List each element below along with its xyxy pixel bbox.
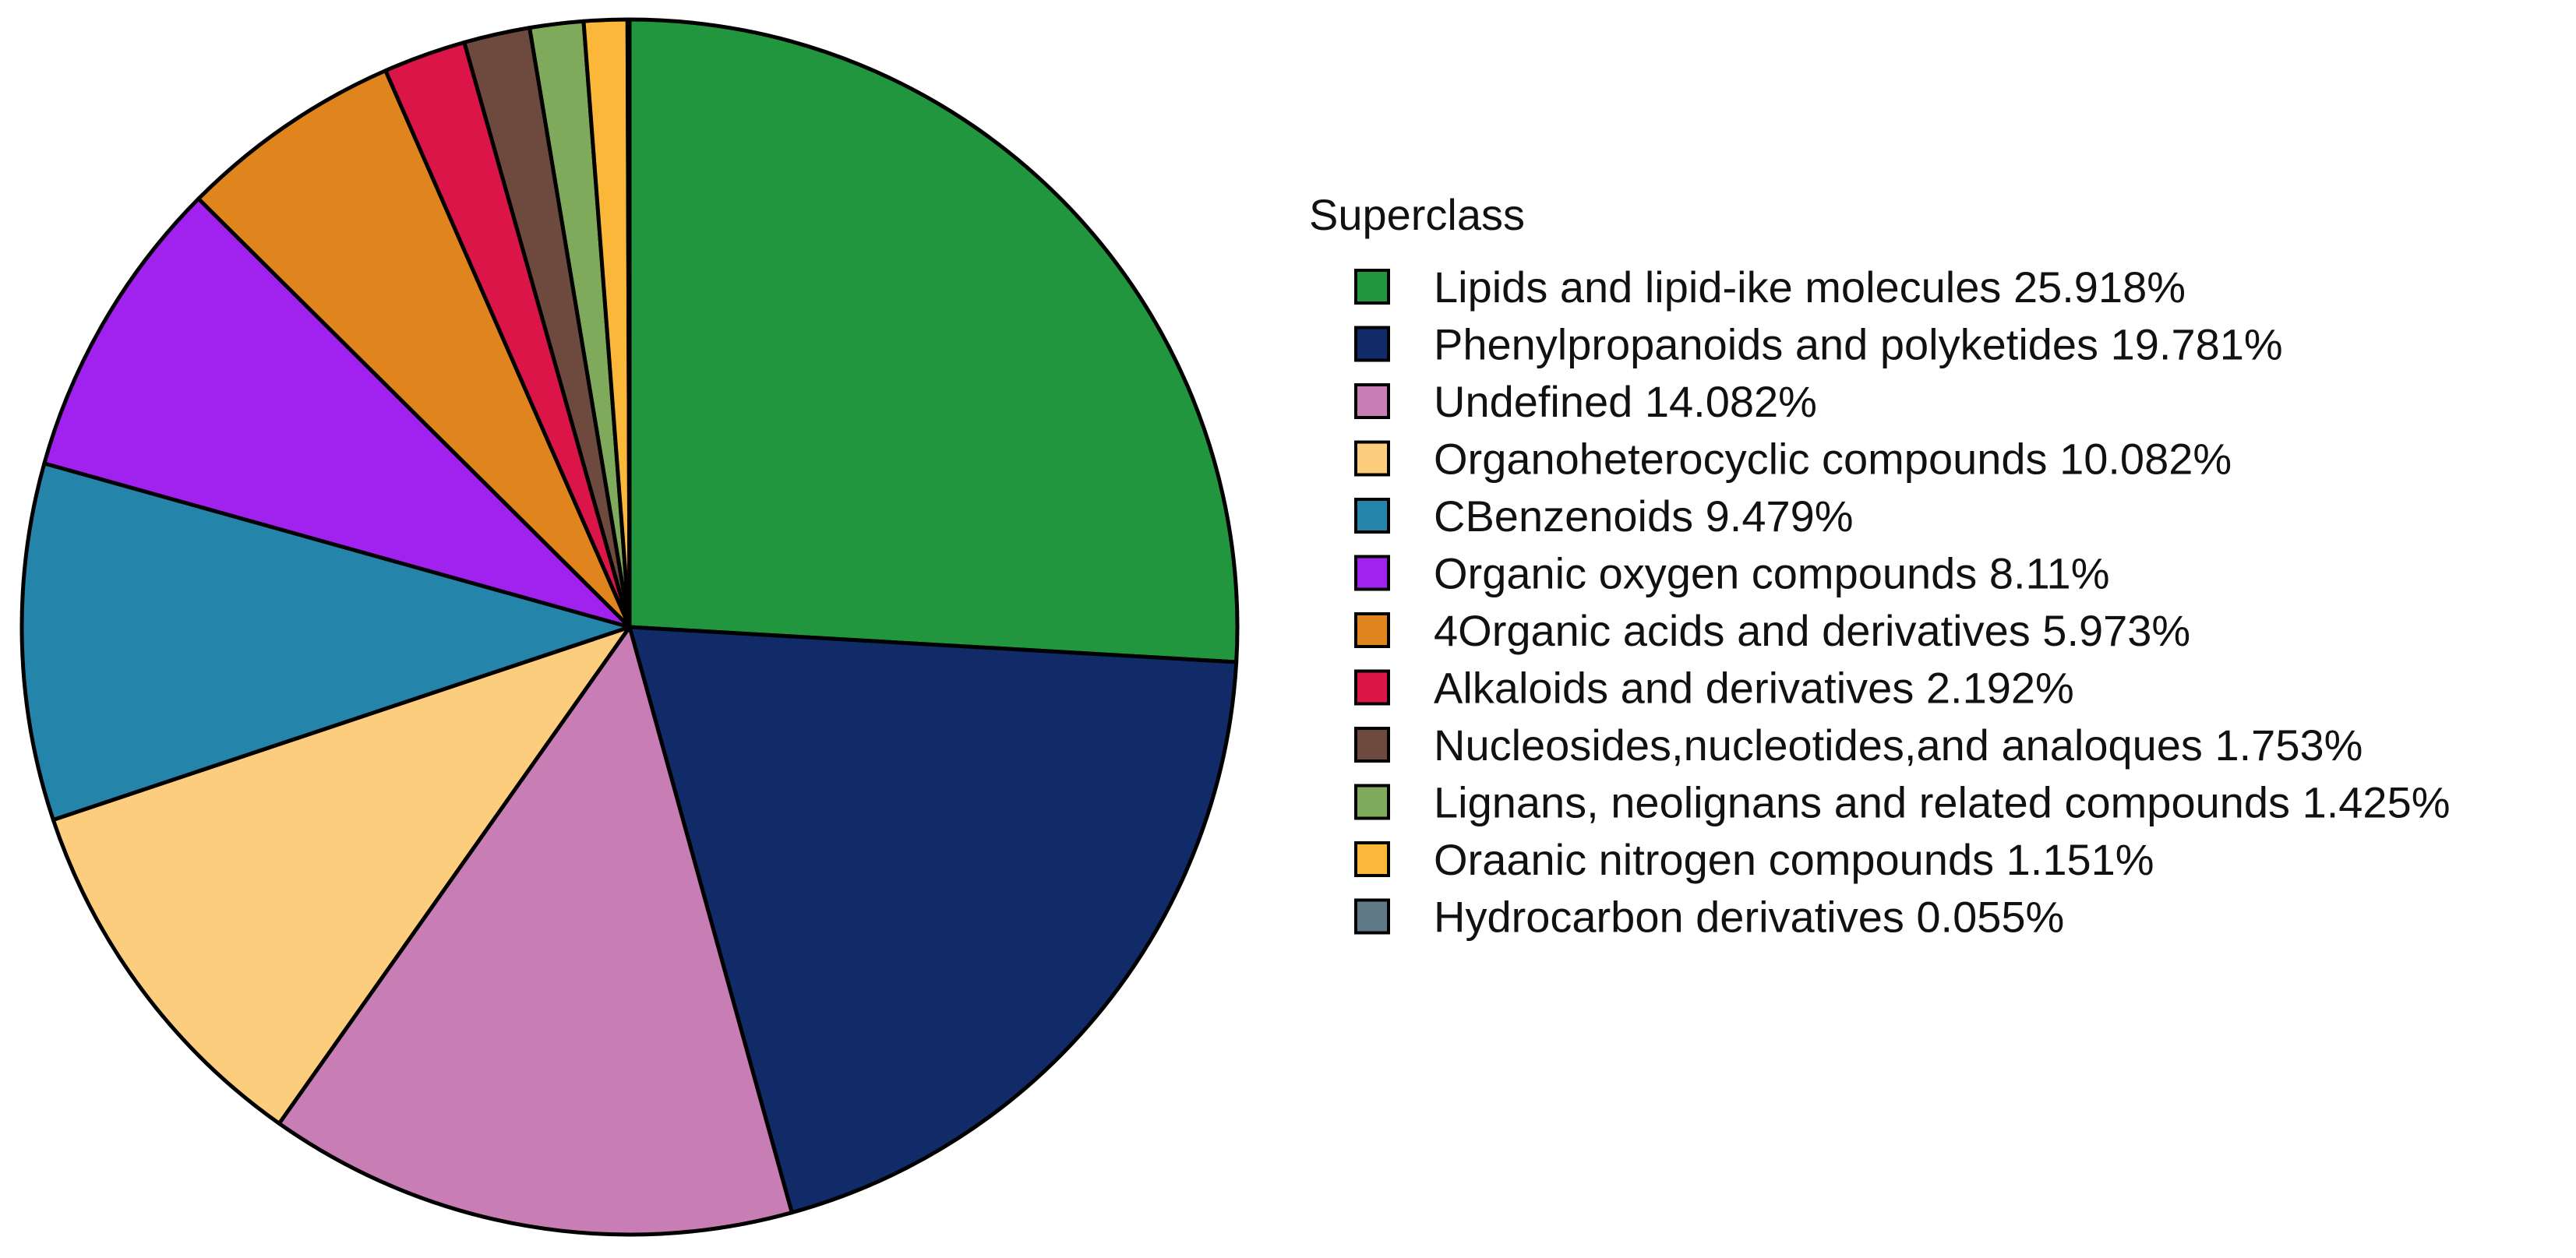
legend-item: Organoheterocyclic compounds 10.082% <box>1354 435 2232 484</box>
legend-swatch <box>1354 440 1390 477</box>
legend-item: Oraanic nitrogen compounds 1.151% <box>1354 835 2154 884</box>
legend-label: Hydrocarbon derivatives 0.055% <box>1434 893 2064 942</box>
legend-label: Undefined 14.082% <box>1434 377 1817 426</box>
legend-label: Lignans, neolignans and related compound… <box>1434 778 2451 827</box>
legend-swatch <box>1354 269 1390 305</box>
legend-swatch <box>1354 898 1390 935</box>
legend-label: Alkaloids and derivatives 2.192% <box>1434 664 2074 713</box>
pie-slice <box>627 625 1239 1215</box>
legend-item: CBenzenoids 9.479% <box>1354 492 1854 541</box>
legend-swatch <box>1354 669 1390 706</box>
legend-label: Organoheterocyclic compounds 10.082% <box>1434 435 2232 484</box>
pie-slice <box>277 625 794 1237</box>
pie-slice <box>19 461 632 822</box>
legend-label: Nucleosides,nucleotides,and analoques 1.… <box>1434 721 2363 770</box>
pie-slice <box>627 17 1240 664</box>
legend-item: Nucleosides,nucleotides,and analoques 1.… <box>1354 721 2363 770</box>
legend: Superclass Lipids and lipid-ike molecule… <box>1309 190 2451 942</box>
legend-swatch <box>1354 498 1390 534</box>
legend-label: CBenzenoids 9.479% <box>1434 492 1854 541</box>
legend-item: Alkaloids and derivatives 2.192% <box>1354 664 2074 713</box>
pie-slice <box>196 69 632 629</box>
legend-swatch <box>1354 784 1390 820</box>
legend-title: Superclass <box>1309 190 1525 239</box>
pie-slice <box>625 17 632 629</box>
legend-label: 4Organic acids and derivatives 5.973% <box>1434 606 2190 655</box>
pie-slice <box>42 196 632 629</box>
legend-item: Lignans, neolignans and related compound… <box>1354 778 2451 827</box>
legend-swatch <box>1354 383 1390 419</box>
legend-label: Oraanic nitrogen compounds 1.151% <box>1434 835 2154 884</box>
legend-swatch <box>1354 326 1390 362</box>
legend-label: Organic oxygen compounds 8.11% <box>1434 549 2109 598</box>
legend-label: Lipids and lipid-ike molecules 25.918% <box>1434 263 2186 312</box>
legend-swatch <box>1354 555 1390 591</box>
legend-item: Phenylpropanoids and polyketides 19.781% <box>1354 320 2283 369</box>
legend-swatch <box>1354 612 1390 648</box>
legend-swatch <box>1354 841 1390 877</box>
legend-item: 4Organic acids and derivatives 5.973% <box>1354 606 2190 655</box>
legend-swatch <box>1354 727 1390 763</box>
pie-group <box>19 17 1240 1237</box>
legend-item: Lipids and lipid-ike molecules 25.918% <box>1354 263 2186 312</box>
pie-slice <box>51 625 632 1126</box>
legend-item: Undefined 14.082% <box>1354 377 1817 426</box>
legend-item: Hydrocarbon derivatives 0.055% <box>1354 893 2064 942</box>
legend-label: Phenylpropanoids and polyketides 19.781% <box>1434 320 2283 369</box>
legend-item: Organic oxygen compounds 8.11% <box>1354 549 2109 598</box>
